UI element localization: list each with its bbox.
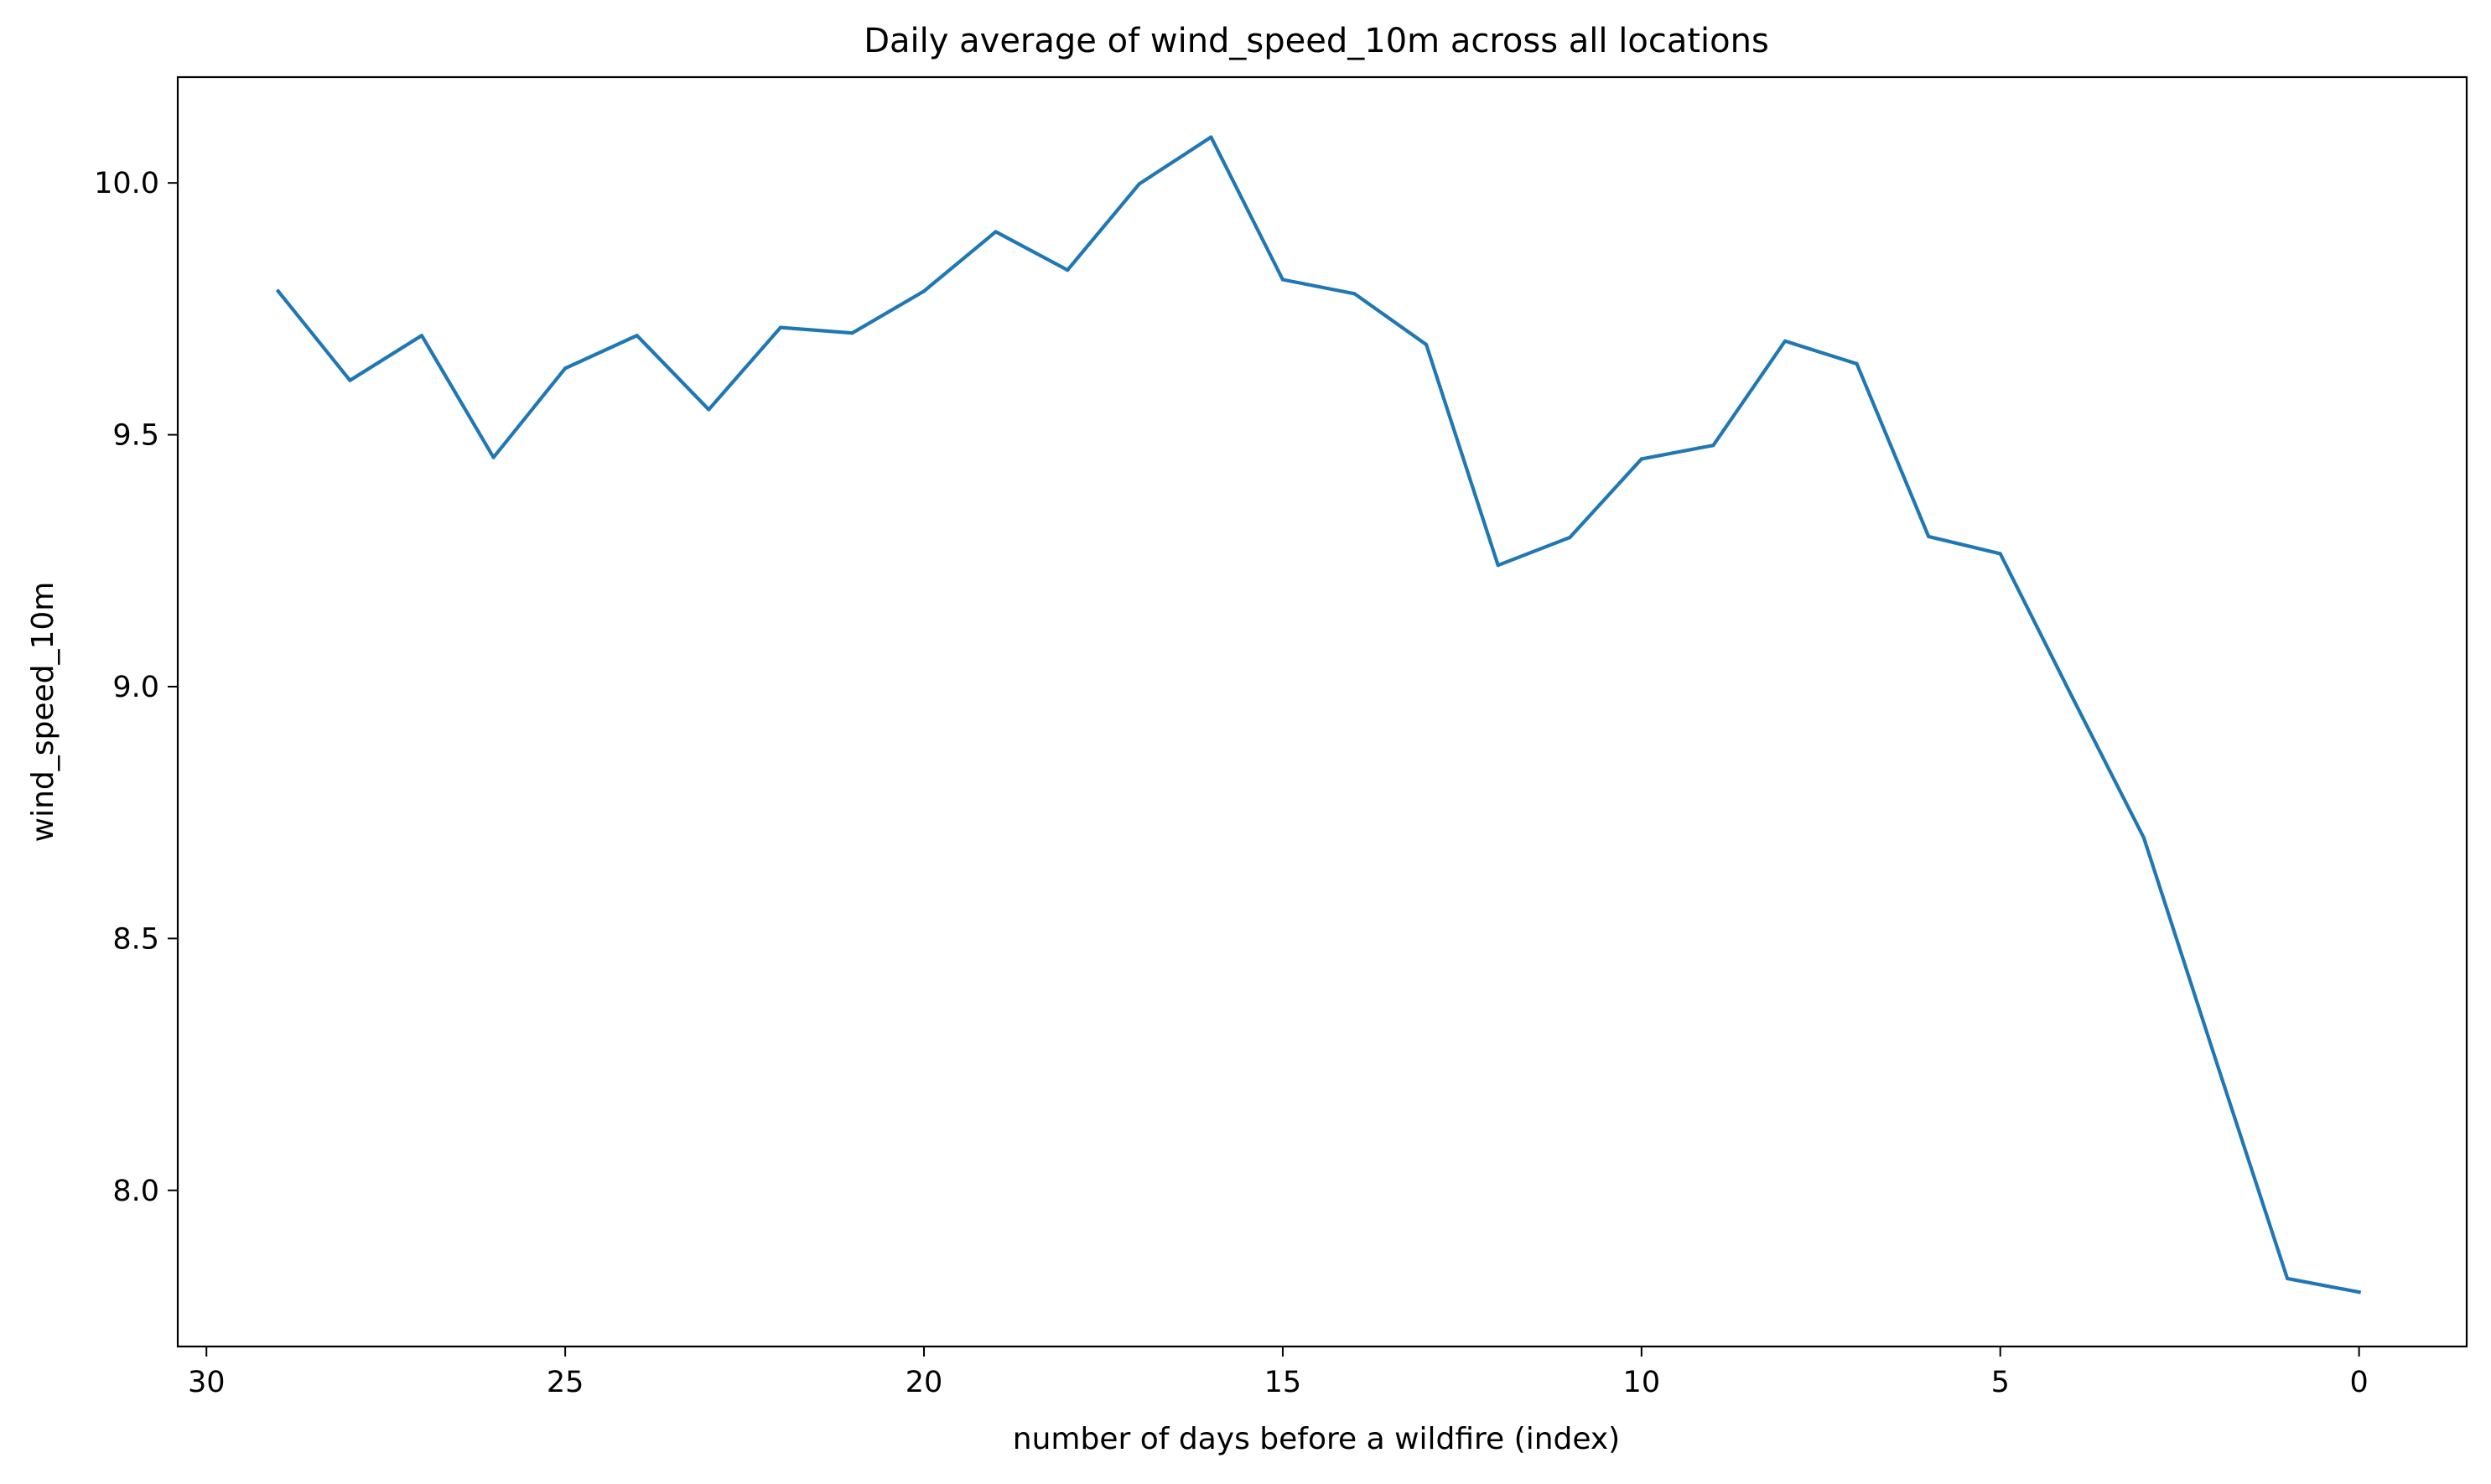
data-point (1424, 342, 1429, 347)
data-point (491, 455, 496, 459)
series-line (275, 135, 2362, 1295)
data-point (2070, 694, 2074, 699)
data-point (1998, 552, 2002, 556)
data-point (778, 325, 782, 329)
x-tick-label: 30 (188, 1366, 226, 1399)
data-point (419, 334, 424, 338)
data-point (276, 289, 280, 293)
data-point (994, 230, 998, 234)
data-point (850, 331, 854, 335)
x-tick-label: 25 (547, 1366, 584, 1399)
data-point (635, 334, 639, 338)
y-tick-label: 8.0 (112, 1175, 159, 1208)
x-axis-label: number of days before a wildfire (index) (1013, 1422, 1620, 1456)
data-point (1639, 457, 1643, 461)
y-tick-label: 8.5 (112, 922, 159, 956)
data-point (1711, 444, 1715, 448)
data-point (1209, 135, 1213, 139)
y-tick-label: 9.0 (112, 671, 159, 704)
x-axis-ticks: 30 25 20 15 10 5 0 (188, 1346, 2369, 1399)
series-layer (275, 135, 2362, 1295)
data-point (921, 289, 926, 293)
y-tick-label: 9.5 (112, 419, 159, 453)
data-point (2357, 1290, 2361, 1295)
plot-frame (176, 75, 2468, 1348)
data-point (563, 366, 568, 371)
data-point (2141, 836, 2146, 840)
data-point (2213, 1057, 2218, 1061)
x-tick-label: 0 (2349, 1366, 2368, 1399)
data-point (1280, 278, 1285, 282)
data-point (1496, 563, 1500, 568)
y-tick-label: 10.0 (94, 167, 159, 200)
data-point (707, 407, 711, 412)
y-axis-label: wind_speed_10m (26, 582, 60, 843)
data-point (1568, 536, 1572, 540)
x-tick-label: 15 (1264, 1366, 1302, 1399)
y-axis-ticks: 8.0 8.5 9.0 9.5 10.0 (94, 167, 178, 1208)
x-tick-label: 10 (1623, 1366, 1661, 1399)
data-point (1855, 361, 1859, 366)
x-tick-label: 5 (1991, 1366, 2010, 1399)
chart-title: Daily average of wind_speed_10m across a… (864, 22, 1769, 60)
data-point (1783, 339, 1788, 343)
data-point (1137, 182, 1141, 186)
data-point (1352, 292, 1357, 296)
data-point (1066, 268, 1070, 272)
data-point (1927, 534, 1931, 539)
data-point (2285, 1276, 2290, 1280)
data-point (348, 378, 352, 382)
x-tick-label: 20 (906, 1366, 943, 1399)
